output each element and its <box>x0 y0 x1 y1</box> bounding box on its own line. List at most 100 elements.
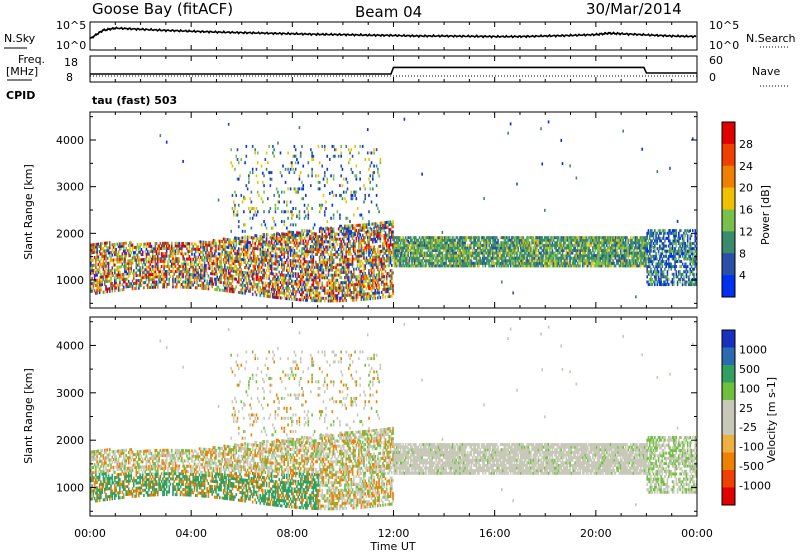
power-cell <box>326 245 329 249</box>
power-cell <box>237 220 240 224</box>
power-cell <box>280 210 283 214</box>
power-cell <box>374 258 377 262</box>
power-cell <box>369 164 372 168</box>
power-cell <box>236 213 239 217</box>
power-cell <box>307 161 310 165</box>
power-cell <box>193 270 196 274</box>
power-cell <box>277 239 279 243</box>
power-cell <box>495 236 498 240</box>
power-cell <box>168 277 171 281</box>
power-cell <box>497 251 499 255</box>
power-cell <box>507 254 509 258</box>
power-cell <box>127 261 130 265</box>
noise-right-tick-top: 10^5 <box>709 19 739 32</box>
power-cell <box>186 242 188 246</box>
power-cell <box>169 270 172 274</box>
power-cell <box>311 207 313 210</box>
power-cell <box>360 277 363 281</box>
power-cell <box>306 298 308 302</box>
power-cell <box>235 277 238 281</box>
power-cell <box>250 236 253 240</box>
power-cell <box>293 171 296 175</box>
power-cell <box>236 254 239 258</box>
power-cell <box>200 243 202 247</box>
power-cell <box>129 241 131 245</box>
power-cell <box>236 158 239 161</box>
power-cell <box>130 264 133 268</box>
power-cell <box>318 265 321 269</box>
power-cell <box>198 283 201 287</box>
power-cell <box>369 274 372 278</box>
power-cell <box>365 297 368 301</box>
power-cell <box>106 246 109 250</box>
power-cell <box>366 128 369 132</box>
power-cell <box>503 238 506 242</box>
power-cell <box>345 200 348 204</box>
power-cell <box>229 287 231 291</box>
power-cell <box>476 249 479 252</box>
power-cell <box>439 249 441 252</box>
power-cell <box>112 245 115 249</box>
power-cell <box>298 285 301 289</box>
power-cell <box>313 296 316 300</box>
power-cell <box>465 256 468 260</box>
power-cell <box>449 243 451 247</box>
power-cell <box>469 246 471 250</box>
power-cell <box>339 271 341 275</box>
power-cell <box>485 246 488 250</box>
power-cell <box>380 226 383 230</box>
power-cell <box>287 187 289 191</box>
power-cell <box>380 290 383 294</box>
power-cell <box>160 254 163 258</box>
power-cell <box>517 249 520 252</box>
power-cell <box>470 246 473 250</box>
nsky-line <box>89 26 697 40</box>
power-cell <box>229 243 231 247</box>
power-cell <box>366 294 369 298</box>
power-cell <box>279 275 282 279</box>
power-cell <box>105 280 107 284</box>
power-cell <box>469 264 471 268</box>
power-cell <box>327 253 330 257</box>
power-cell <box>337 253 340 257</box>
power-cell <box>321 250 324 254</box>
power-cell <box>91 266 93 270</box>
power-cell <box>335 299 337 303</box>
power-cell <box>140 283 143 287</box>
power-cell <box>503 264 506 268</box>
power-cell <box>525 243 527 247</box>
power-cell <box>289 187 292 191</box>
power-cell <box>445 259 447 263</box>
power-cell <box>489 238 492 242</box>
power-cell <box>360 295 363 299</box>
power-cell <box>220 255 222 259</box>
power-cell <box>359 264 361 268</box>
power-cell <box>480 259 483 263</box>
power-cell <box>224 248 226 252</box>
power-cell <box>394 243 397 247</box>
power-cell <box>432 264 435 268</box>
power-cell <box>497 259 499 263</box>
power-cell <box>274 262 277 266</box>
power-cell <box>131 243 134 247</box>
power-cell <box>416 251 418 255</box>
power-cell <box>294 282 297 286</box>
power-cell <box>243 197 245 201</box>
power-cell <box>356 290 359 294</box>
power-cell <box>246 240 249 244</box>
power-cell <box>134 256 136 260</box>
power-cell <box>224 250 226 254</box>
power-cell <box>293 287 296 291</box>
power-cell <box>267 243 269 247</box>
power-cell <box>476 238 479 242</box>
power-cell <box>244 248 246 252</box>
power-cell <box>131 261 134 265</box>
power-cell <box>287 281 289 285</box>
power-cell <box>315 234 317 238</box>
power-cell <box>427 238 430 242</box>
power-cell <box>522 246 525 250</box>
power-cell <box>447 256 450 260</box>
power-cell <box>182 244 184 248</box>
power-cell <box>389 258 392 262</box>
power-cell <box>516 256 518 260</box>
